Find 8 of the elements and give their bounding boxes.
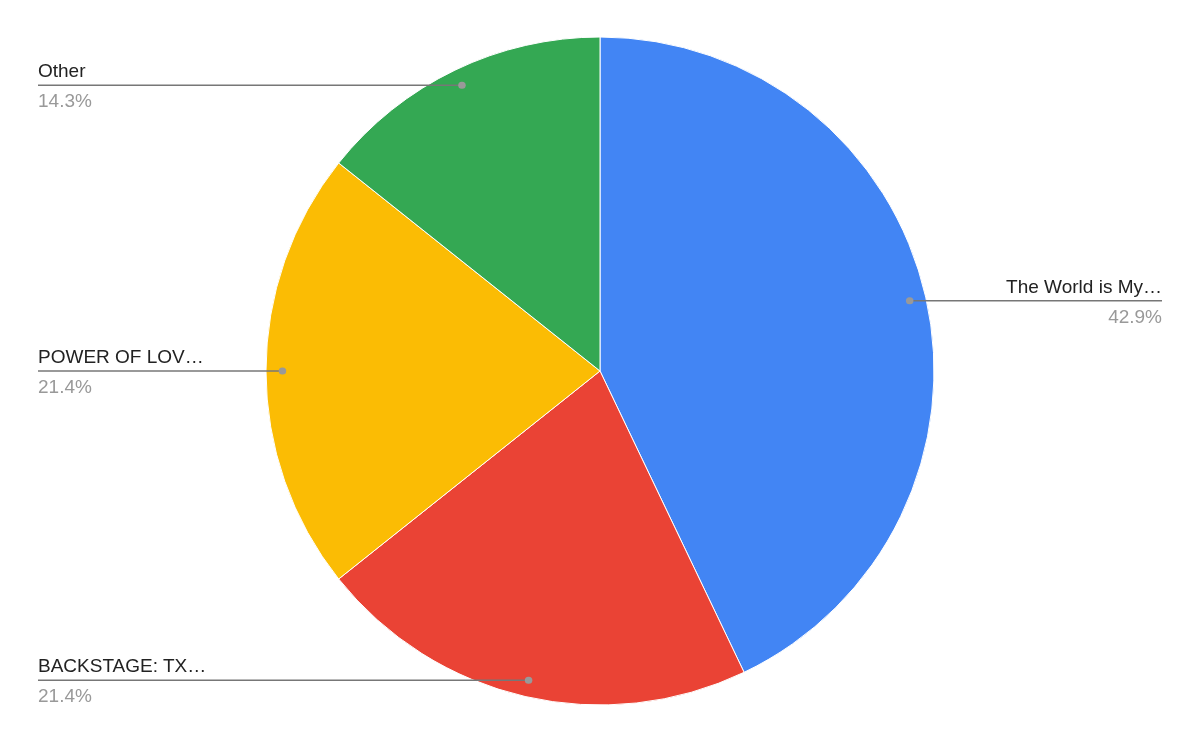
slice-label: The World is My… [1006, 275, 1162, 297]
slice-label: POWER OF LOV… [38, 346, 204, 367]
slice-label: Other [38, 60, 87, 82]
data-label: 42.9% [1108, 305, 1163, 327]
data-label: 21.4% [38, 685, 92, 707]
slice-label: BACKSTAGE: TX… [38, 655, 207, 677]
data-label: 21.4% [38, 376, 92, 397]
data-label: 14.3% [38, 90, 92, 112]
